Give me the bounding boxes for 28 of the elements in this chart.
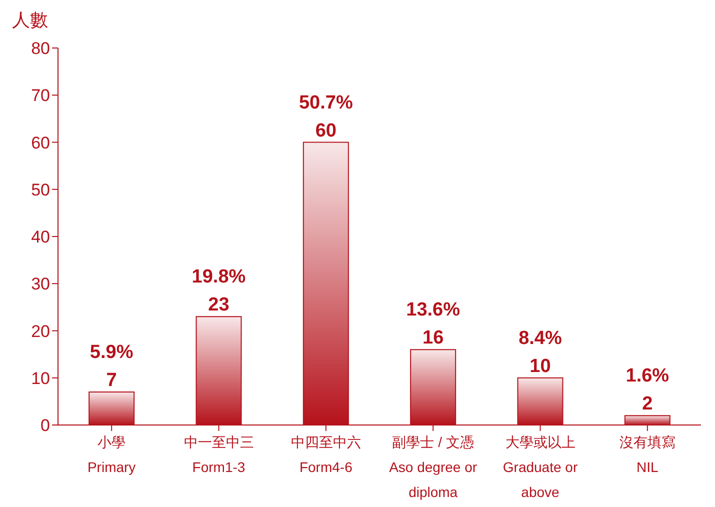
y-tick-label: 50 — [31, 180, 50, 200]
x-tick-label: 小學 Primary — [87, 434, 136, 475]
y-tick-label: 80 — [31, 39, 50, 58]
x-tick-label: 中四至中六 Form4-6 — [290, 434, 361, 475]
y-tick-label: 70 — [31, 86, 50, 106]
annotation: 50.7% — [298, 92, 353, 114]
annotation: 1.6% — [626, 366, 670, 387]
y-axis-title: 人數 — [12, 9, 48, 32]
data-label: 23 — [208, 294, 230, 316]
x-tick-label: 中一至中三 Form1-3 — [184, 434, 254, 475]
x-tick-label: 副學士 / 文憑 Aso degree or diploma — [389, 434, 478, 500]
y-tick-label: 30 — [31, 274, 50, 294]
annotation: 19.8% — [192, 266, 246, 288]
annotation: 5.9% — [90, 342, 134, 364]
y-tick-label: 10 — [31, 368, 50, 388]
data-label: 60 — [315, 120, 336, 142]
x-tick-label: 沒有填寫 NIL — [619, 434, 676, 475]
data-label: 7 — [106, 370, 117, 392]
annotation: 8.4% — [518, 328, 562, 349]
y-tick-label: 60 — [31, 133, 50, 152]
y-tick-label: 0 — [40, 416, 50, 436]
x-tick-label: 大學或以上 Graduate or above — [502, 434, 578, 500]
y-tick-label: 40 — [31, 228, 50, 247]
data-label: 16 — [422, 328, 444, 349]
data-label: 10 — [530, 356, 551, 377]
data-label: 2 — [642, 394, 653, 415]
annotation: 13.6% — [406, 300, 460, 321]
y-tick-label: 20 — [31, 322, 50, 341]
